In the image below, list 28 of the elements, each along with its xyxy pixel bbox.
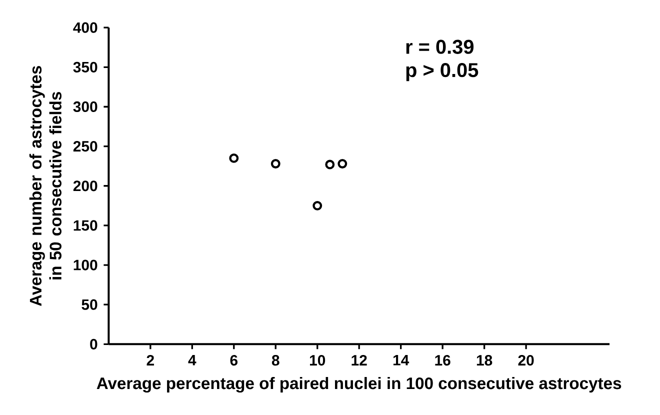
x-tick-label: 8: [272, 354, 280, 366]
annotation: r = 0.39: [406, 40, 474, 54]
y-tick-label: 0: [90, 338, 98, 350]
x-tick-label: 12: [352, 354, 367, 366]
x-tick-label: 10: [310, 354, 326, 366]
y-tick-label: 50: [82, 299, 98, 310]
y-tick-label: 150: [74, 220, 98, 231]
y-tick-label: 300: [73, 101, 98, 112]
x-tick-label: 14: [393, 355, 410, 366]
x-tick-label: 2: [146, 354, 154, 366]
x-tick-label: 6: [230, 354, 238, 366]
y-tick-label: 250: [73, 141, 98, 152]
x-tick-label: 4: [188, 355, 196, 366]
y-tick-label: 350: [73, 62, 98, 72]
y-tick-label: 400: [73, 22, 98, 33]
point: [312, 200, 322, 210]
x-tick-label: 20: [518, 354, 534, 366]
y-tick-label: 200: [73, 180, 98, 192]
annotation: p > 0.05: [406, 63, 478, 82]
point: [338, 158, 348, 168]
point: [270, 158, 280, 168]
y-axis-title: Average number of astrocytes in 50 consecutive fields: [29, 66, 62, 306]
point: [325, 160, 335, 170]
point: [229, 153, 239, 163]
x-axis-title: Average percentage of paired nuclei in 100 consecutive astrocytes: [96, 376, 622, 393]
x-tick-label: 18: [476, 354, 492, 366]
y-tick-label: 100: [74, 260, 98, 270]
x-tick-label: 16: [435, 354, 450, 366]
